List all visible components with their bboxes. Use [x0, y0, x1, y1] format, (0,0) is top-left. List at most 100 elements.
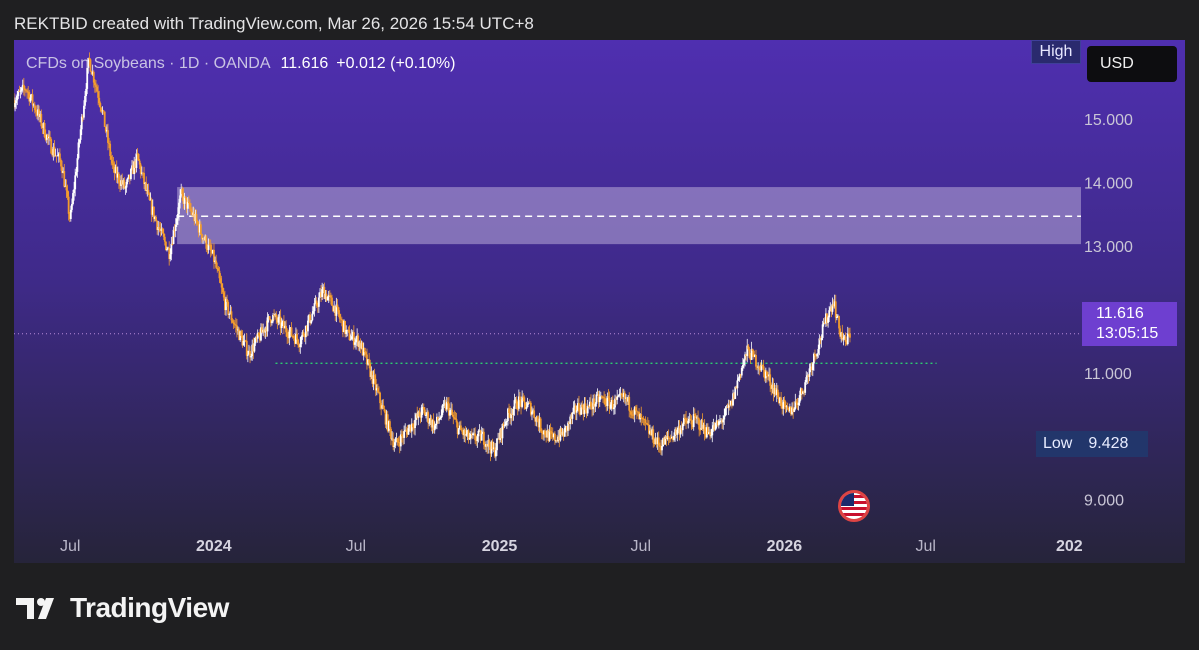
candle-body [54, 155, 57, 157]
candle-body [115, 167, 118, 178]
candle-body [355, 339, 357, 343]
candle-body [687, 420, 690, 424]
candle-body [97, 91, 100, 98]
candle-body [28, 92, 31, 102]
candle-body [205, 236, 208, 249]
candle-body [33, 104, 36, 111]
candle-body [570, 416, 573, 419]
candle-body [678, 426, 681, 435]
candle-body [703, 424, 706, 435]
price-chart[interactable]: 15.00014.00013.00012.00011.00010.0009.00… [14, 40, 1185, 563]
candle-body [147, 190, 150, 194]
candle-body [843, 336, 846, 339]
candle-body [511, 413, 514, 415]
candle-body [520, 400, 522, 407]
candle-body [347, 329, 350, 331]
candle-body [233, 324, 236, 326]
candle-body [484, 444, 486, 447]
candle-body [601, 396, 603, 398]
candle-body [719, 421, 721, 423]
candle-body [486, 444, 489, 447]
candle-body [333, 306, 336, 312]
candle-body [345, 329, 348, 335]
candle-body [435, 416, 438, 424]
candle-body [621, 395, 624, 397]
tradingview-logo[interactable]: TradingView [16, 592, 229, 624]
candle-body [371, 371, 374, 384]
candle-body [410, 423, 413, 432]
candle-body [584, 403, 587, 411]
candle-body [504, 421, 507, 426]
candle-body [45, 134, 48, 140]
candle-body [590, 401, 592, 408]
candle-body [190, 208, 192, 212]
candle-body [764, 371, 767, 379]
candle-body [519, 396, 521, 401]
candle-body [756, 366, 758, 368]
candle-body [360, 343, 363, 349]
candle-body [166, 249, 168, 251]
candle-body [346, 329, 349, 331]
symbol-label: CFDs on Soybeans · 1D · OANDA [26, 55, 271, 72]
candle-body [478, 430, 481, 432]
candle-body [771, 384, 774, 389]
candle-body [118, 173, 120, 183]
candle-body [78, 139, 81, 143]
candle-body [50, 139, 53, 154]
candle-body [701, 420, 704, 429]
candle-body [334, 306, 337, 316]
candle-body [415, 414, 418, 420]
candle-body [510, 413, 513, 419]
candle-body [122, 180, 125, 185]
candle-body [183, 196, 186, 204]
candle-body [581, 404, 584, 408]
candle-body [243, 340, 246, 342]
candle-body [192, 212, 195, 215]
candle-body [98, 97, 101, 104]
candle-body [437, 416, 439, 421]
us-flag-icon[interactable] [838, 490, 870, 522]
candle-body [322, 286, 325, 290]
candle-body [805, 377, 808, 383]
candle-body [214, 260, 216, 263]
candle-body [260, 327, 262, 341]
candle-body [445, 401, 448, 410]
candle-body [809, 366, 812, 369]
candle-body [477, 430, 480, 437]
candle-body [536, 417, 539, 422]
candle-body [380, 403, 383, 409]
candle-body [69, 209, 72, 219]
candle-body [680, 428, 683, 431]
candle-body [290, 327, 293, 337]
currency-button[interactable]: USD [1087, 46, 1177, 82]
candle-body [847, 333, 850, 335]
candle-body [479, 430, 482, 441]
candle-body [150, 199, 153, 215]
candle-body [790, 406, 792, 415]
candle-body [216, 267, 219, 269]
candle-body [408, 424, 411, 429]
candle-body [571, 412, 574, 419]
candle-body [81, 116, 84, 118]
candle-body [206, 248, 209, 250]
candle-body [430, 418, 433, 428]
candle-body [350, 336, 353, 340]
candle-body [760, 364, 763, 371]
candle-body [625, 397, 627, 399]
candle-body [655, 438, 658, 445]
candle-body [221, 287, 224, 293]
candle-body [731, 400, 733, 406]
candle-body [225, 299, 227, 311]
candle-body [599, 396, 602, 398]
x-axis: Jul 2024 Jul 2025 Jul 2026 Jul 202 [60, 538, 1083, 555]
candle-body [443, 403, 446, 405]
chart-area[interactable]: 15.00014.00013.00012.00011.00010.0009.00… [14, 40, 1185, 563]
candle-body [232, 322, 235, 325]
candle-body [745, 354, 748, 357]
candle-body [378, 391, 380, 393]
candle-body [284, 325, 286, 329]
candle-body [491, 441, 494, 450]
candle-body [397, 442, 400, 444]
candle-body [229, 311, 232, 314]
candle-body [354, 342, 356, 345]
